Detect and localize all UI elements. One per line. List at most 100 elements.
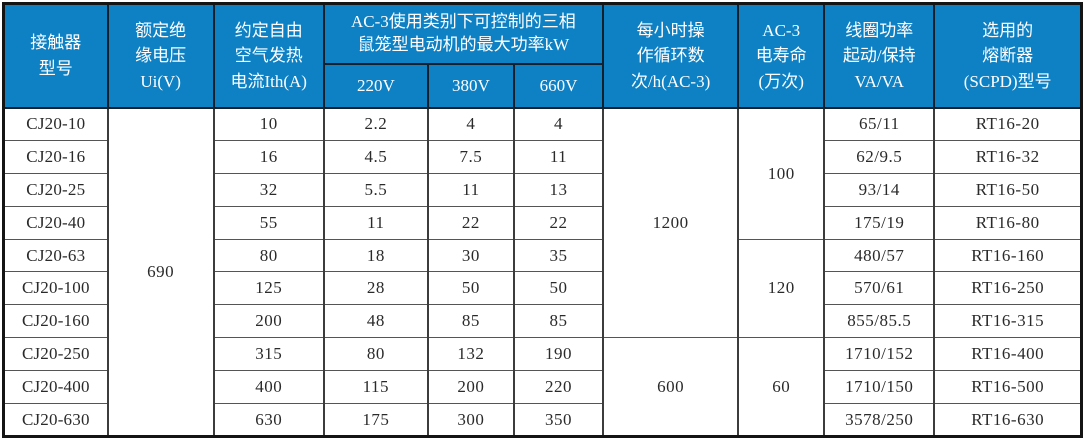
table-row: CJ20-16 16 4.5 7.5 11 62/9.5 RT16-32 — [2, 139, 1083, 174]
table-row: CJ20-100 125 28 50 50 570/61 RT16-250 — [2, 271, 1083, 306]
cell-fuse-model: RT16-20 — [933, 107, 1083, 141]
header-operating-cycles: 每小时操 作循环数 次/h(AC-3) — [602, 2, 740, 109]
table-row: CJ20-160 200 48 85 85 855/85.5 RT16-315 — [2, 304, 1083, 339]
header-ac3-max-power-group: AC-3使用类别下可控制的三相 鼠笼型电动机的最大功率kW — [322, 2, 605, 65]
cell-power-220v: 18 — [322, 238, 429, 273]
cell-fuse-model: RT16-80 — [933, 205, 1083, 240]
cell-power-380v: 300 — [426, 403, 515, 437]
cell-power-380v: 85 — [426, 304, 515, 339]
cell-power-220v: 4.5 — [322, 139, 429, 174]
cell-model: CJ20-16 — [2, 139, 109, 174]
header-row-1: 接触器 型号 额定绝 缘电压 Ui(V) 约定自由 空气发热 电流Ith(A) … — [2, 2, 1083, 109]
cell-thermal-current: 125 — [212, 271, 325, 306]
cell-model: CJ20-400 — [2, 370, 109, 405]
cell-power-220v: 80 — [322, 337, 429, 372]
cell-power-660v: 85 — [512, 304, 605, 339]
cell-model: CJ20-25 — [2, 172, 109, 207]
cell-power-380v: 50 — [426, 271, 515, 306]
table-row: CJ20-25 32 5.5 11 13 93/14 RT16-50 — [2, 172, 1083, 207]
header-row-2: 220V 380V 660V — [4, 62, 1082, 109]
header-thermal-current: 约定自由 空气发热 电流Ith(A) — [212, 2, 325, 109]
cell-coil-power: 855/85.5 — [823, 304, 936, 339]
cell-power-660v: 35 — [512, 238, 605, 273]
cell-power-660v: 350 — [512, 403, 605, 437]
spec-table-body: CJ20-10 690 10 2.2 4 4 1200 100 65/11 RT16-20 CJ20… — [2, 106, 1083, 437]
cell-power-660v: 11 — [512, 139, 605, 174]
table-row: CJ20-250 315 80 132 190 600 60 1710/152 RT16-400 — [2, 337, 1083, 437]
table-row: CJ20-40 55 11 22 22 175/19 RT16-80 — [2, 205, 1083, 240]
cell-power-380v: 11 — [426, 172, 515, 207]
table-header: 接触器 型号 额定绝 缘电压 Ui(V) 约定自由 空气发热 电流Ith(A) … — [2, 2, 1083, 109]
cell-power-380v: 30 — [426, 238, 515, 273]
cell-power-380v: 200 — [426, 370, 515, 405]
cell-model: CJ20-10 — [2, 107, 109, 141]
cell-thermal-current: 16 — [212, 139, 325, 174]
cell-model: CJ20-250 — [2, 337, 109, 372]
cell-operating-cycles: 1200 — [602, 106, 740, 339]
cell-thermal-current: 400 — [212, 370, 325, 405]
cell-coil-power: 65/11 — [823, 107, 936, 141]
cell-power-220v: 175 — [322, 403, 429, 437]
cell-thermal-current: 80 — [212, 238, 325, 273]
cell-power-660v: 50 — [512, 271, 605, 306]
cell-power-220v: 28 — [322, 271, 429, 306]
cell-power-660v: 22 — [512, 205, 605, 240]
header-220v: 220V — [322, 62, 429, 109]
cell-thermal-current: 630 — [212, 403, 325, 437]
cell-electrical-life: 120 — [737, 238, 826, 339]
cell-power-380v: 4 — [426, 107, 515, 141]
header-model: 接触器 型号 — [2, 2, 109, 109]
cell-model: CJ20-630 — [2, 403, 109, 437]
header-coil-power: 线圈功率 起动/保持 VA/VA — [823, 2, 936, 109]
cell-power-660v: 4 — [512, 107, 605, 141]
cell-fuse-model: RT16-32 — [933, 139, 1083, 174]
cell-fuse-model: RT16-500 — [933, 370, 1083, 405]
cell-fuse-model: RT16-160 — [933, 238, 1083, 273]
cell-power-220v: 5.5 — [322, 172, 429, 207]
cell-rated-insulation-voltage: 690 — [106, 107, 215, 437]
table-row: CJ20-10 690 10 2.2 4 4 1200 100 65/11 RT16-20 — [2, 106, 1083, 437]
header-fuse-model: 选用的 熔断器 (SCPD)型号 — [933, 2, 1083, 109]
cell-fuse-model: RT16-315 — [933, 304, 1083, 339]
table-row: CJ20-630 630 175 300 350 3578/250 RT16-630 — [2, 403, 1083, 437]
cell-thermal-current: 200 — [212, 304, 325, 339]
cell-power-380v: 132 — [426, 337, 515, 372]
header-380v: 380V — [426, 62, 515, 109]
table-row: CJ20-400 400 115 200 220 1710/150 RT16-500 — [2, 370, 1083, 405]
cell-power-220v: 11 — [322, 205, 429, 240]
cell-power-660v: 190 — [512, 337, 605, 372]
cell-fuse-model: RT16-630 — [933, 403, 1083, 437]
cell-fuse-model: RT16-400 — [933, 337, 1083, 372]
cell-coil-power: 570/61 — [823, 271, 936, 306]
table-row: CJ20-63 80 18 30 35 120 480/57 RT16-160 — [2, 238, 1083, 339]
cell-operating-cycles: 600 — [602, 337, 740, 437]
cell-coil-power: 3578/250 — [823, 403, 936, 437]
cell-coil-power: 93/14 — [823, 172, 936, 207]
cell-thermal-current: 55 — [212, 205, 325, 240]
header-rated-insulation-voltage: 额定绝 缘电压 Ui(V) — [106, 2, 215, 109]
cell-fuse-model: RT16-50 — [933, 172, 1083, 207]
cell-model: CJ20-160 — [2, 304, 109, 339]
cell-coil-power: 1710/152 — [823, 337, 936, 372]
header-electrical-life: AC-3 电寿命 (万次) — [737, 2, 826, 109]
cell-model: CJ20-63 — [2, 238, 109, 273]
cell-thermal-current: 10 — [212, 107, 325, 141]
cell-power-220v: 48 — [322, 304, 429, 339]
cell-thermal-current: 315 — [212, 337, 325, 372]
cell-model: CJ20-40 — [2, 205, 109, 240]
cell-coil-power: 62/9.5 — [823, 139, 936, 174]
cell-power-660v: 220 — [512, 370, 605, 405]
header-660v: 660V — [512, 62, 605, 109]
cell-electrical-life: 60 — [737, 337, 826, 437]
cell-model: CJ20-100 — [2, 271, 109, 306]
cell-thermal-current: 32 — [212, 172, 325, 207]
cell-power-220v: 2.2 — [322, 107, 429, 141]
cell-electrical-life: 100 — [737, 107, 826, 240]
cell-coil-power: 175/19 — [823, 205, 936, 240]
cell-power-660v: 13 — [512, 172, 605, 207]
cell-coil-power: 480/57 — [823, 238, 936, 273]
cell-fuse-model: RT16-250 — [933, 271, 1083, 306]
cell-coil-power: 1710/150 — [823, 370, 936, 405]
